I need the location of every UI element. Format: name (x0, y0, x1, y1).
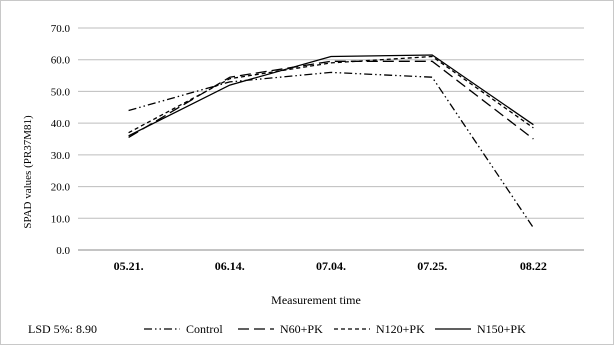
x-tick-label: 05.21. (114, 259, 144, 273)
legend-label: Control (186, 322, 223, 336)
y-tick-label: 60.0 (51, 55, 71, 67)
y-tick-labels: 0.0 10.0 20.0 30.0 40.0 50.0 60.0 70.0 (51, 23, 71, 257)
series-line-n120-pk (128, 55, 534, 134)
x-tick-label: 07.04. (316, 259, 346, 273)
lsd-note: LSD 5%: 8.90 (28, 322, 97, 336)
y-tick-label: 0.0 (56, 245, 70, 257)
y-tick-label: 30.0 (51, 150, 71, 162)
x-tick-labels: 05.21. 06.14. 07.04. 07.25. 08.22 (114, 259, 547, 273)
series-line-n150-pk (128, 54, 534, 137)
y-tick-label: 10.0 (51, 213, 71, 225)
legend-label: N120+PK (376, 322, 425, 336)
gridlines (78, 27, 584, 251)
y-tick-label: 20.0 (51, 182, 71, 194)
x-axis-label: Measurement time (271, 293, 361, 307)
y-tick-label: 70.0 (51, 23, 71, 35)
y-tick-label: 40.0 (51, 118, 71, 130)
x-tick-label: 08.22 (520, 259, 547, 273)
legend: Control N60+PK N120+PK N150+PK (144, 322, 526, 336)
series-line-control (128, 71, 534, 229)
y-tick-label: 50.0 (51, 86, 71, 98)
legend-label: N60+PK (280, 322, 323, 336)
y-axis-label: SPAD values (PR37M81) (22, 115, 34, 229)
series-lines (128, 54, 534, 229)
legend-label: N150+PK (477, 322, 526, 336)
x-tick-label: 07.25. (417, 259, 447, 273)
x-tick-label: 06.14. (215, 259, 245, 273)
